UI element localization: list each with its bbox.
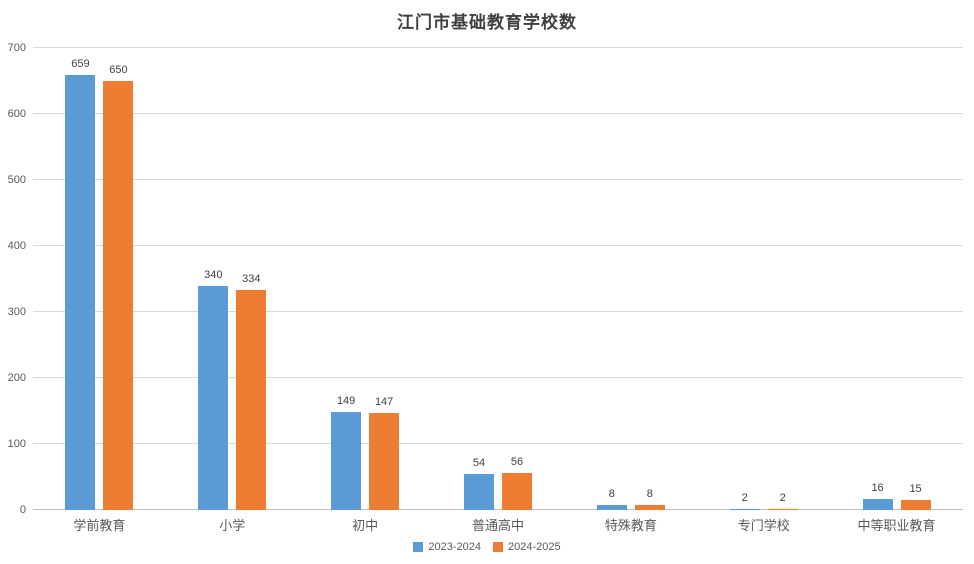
x-axis-category-label: 学前教育 xyxy=(73,518,126,533)
bar xyxy=(65,75,96,510)
bar-value-label: 334 xyxy=(242,273,261,285)
bar-value-label: 56 xyxy=(510,456,524,468)
y-axis: 0 100 200 300 400 500 600 700 xyxy=(0,42,26,516)
bar-value-label: 147 xyxy=(374,396,394,408)
x-axis-category-label: 普通高中 xyxy=(471,518,524,533)
legend: 2023-2024 2024-2025 xyxy=(0,541,974,553)
bar xyxy=(331,412,362,510)
bar xyxy=(596,505,627,510)
gridline xyxy=(33,311,963,312)
bar-value-label: 16 xyxy=(871,482,884,494)
bar xyxy=(103,81,134,510)
bar-value-label: 659 xyxy=(71,58,90,70)
y-axis-tick-label: 200 xyxy=(7,372,26,384)
x-axis-line xyxy=(33,509,963,510)
y-axis-tick-label: 400 xyxy=(7,240,26,252)
y-axis-tick-label: 500 xyxy=(7,174,26,186)
legend-label: 2023-2024 xyxy=(428,541,481,553)
x-axis-category-label: 初中 xyxy=(352,518,379,533)
bar xyxy=(729,509,760,510)
legend-swatch xyxy=(413,542,424,552)
bar-group: 54 56 xyxy=(432,48,565,510)
y-axis-tick-label: 700 xyxy=(7,42,26,54)
bar-value-label: 340 xyxy=(204,269,223,281)
gridline xyxy=(33,443,963,444)
bar-value-label: 8 xyxy=(608,488,615,500)
bar-value-label: 15 xyxy=(909,483,922,495)
bar-value-label: 2 xyxy=(741,492,748,504)
x-axis-category-label: 特殊教育 xyxy=(604,518,657,533)
bar xyxy=(634,505,665,510)
bar-group: 149 147 xyxy=(299,48,432,510)
gridline xyxy=(33,179,963,180)
legend-label: 2024-2025 xyxy=(508,541,561,553)
gridline xyxy=(33,245,963,246)
legend-swatch xyxy=(493,542,503,552)
bar xyxy=(767,509,798,510)
bar-value-label: 2 xyxy=(779,492,786,504)
legend-item: 2023-2024 xyxy=(413,541,481,553)
bar-value-label: 650 xyxy=(109,64,128,76)
x-axis: 学前教育 小学 初中 普通高中 特殊教育 专门学校 中等职业教育 xyxy=(33,515,963,535)
bar-value-label: 8 xyxy=(646,488,653,500)
bar xyxy=(198,286,229,510)
y-axis-tick-label: 300 xyxy=(7,306,26,318)
gridline xyxy=(33,113,963,114)
y-axis-tick-label: 0 xyxy=(19,504,26,516)
bar xyxy=(501,473,532,510)
bar xyxy=(900,500,931,510)
chart-title: 江门市基础教育学校数 xyxy=(397,13,577,33)
gridline xyxy=(33,377,963,378)
legend-item: 2024-2025 xyxy=(493,541,561,553)
y-axis-tick-label: 600 xyxy=(7,108,26,120)
bar xyxy=(463,474,494,510)
bar-value-label: 149 xyxy=(336,395,356,407)
x-axis-category-label: 专门学校 xyxy=(737,518,790,533)
y-axis-tick-label: 100 xyxy=(7,438,26,450)
bar xyxy=(369,413,400,510)
x-axis-category-label: 小学 xyxy=(219,518,246,533)
bar-group: 340 334 xyxy=(166,48,299,510)
bar-value-label: 54 xyxy=(472,457,486,469)
bar xyxy=(236,290,267,510)
bar xyxy=(862,499,893,510)
bar-group: 659 650 xyxy=(33,48,166,510)
bar-group: 16 15 xyxy=(830,48,963,510)
plot-area: 659 650 340 334 149 147 54 56 8 8 2 2 16 15 xyxy=(33,47,963,510)
x-axis-category-label: 中等职业教育 xyxy=(857,518,936,533)
gridline xyxy=(33,47,963,48)
